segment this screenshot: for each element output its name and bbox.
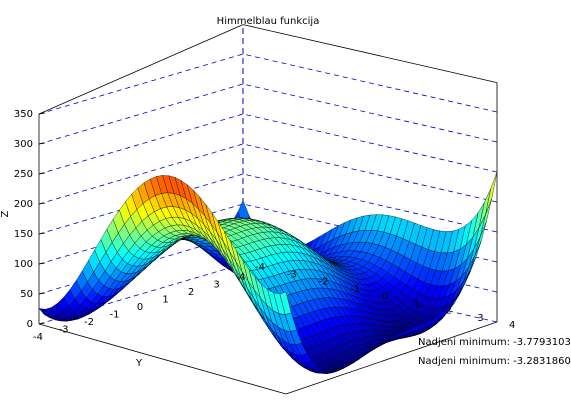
x-tick-label: 4 xyxy=(509,320,515,331)
y-tick-label: -4 xyxy=(33,332,43,343)
surface-patch xyxy=(38,308,51,317)
annotation-minimum-x: Nadjeni minimum: -3.7793103 xyxy=(418,337,571,348)
top-back-edge xyxy=(242,24,498,83)
annotation-minimum-y: Nadjeni minimum: -3.2831860 xyxy=(418,356,571,367)
z-tick xyxy=(38,232,46,235)
z-tick-label: 300 xyxy=(14,139,33,150)
z-tick xyxy=(38,142,46,145)
y-tick-label: 3 xyxy=(213,280,219,291)
z-tick-label: 0 xyxy=(27,319,33,330)
surface-layer xyxy=(38,171,498,374)
y-tick-label: 2 xyxy=(188,287,194,298)
z-tick xyxy=(38,172,46,175)
axis-layer: 0 50 100 150 200 250 300 350 -4 -3 -2 -1 0 1 2 3 4 -4 -3 -2… xyxy=(14,24,515,395)
y-tick-label: -2 xyxy=(84,317,94,328)
z-tick xyxy=(38,112,46,115)
z-gridline xyxy=(38,83,498,145)
z-gridline xyxy=(38,113,498,175)
z-tick-label: 250 xyxy=(14,169,33,180)
z-tick-label: 150 xyxy=(14,229,33,240)
y-tick-label: 4 xyxy=(239,272,245,283)
z-tick xyxy=(38,202,46,205)
top-left-edge xyxy=(38,24,244,115)
x-tick-label: 0 xyxy=(382,291,388,302)
z-axis-label: Z xyxy=(0,210,11,217)
y-tick-label: 1 xyxy=(162,295,168,306)
z-gridline xyxy=(38,143,498,205)
x-tick-label: -2 xyxy=(319,277,329,288)
x-tick-label: -1 xyxy=(350,284,360,295)
x-tick-label: -3 xyxy=(287,269,297,280)
z-tick-label: 50 xyxy=(20,289,33,300)
chart-title: Himmelblau funkcija xyxy=(217,16,320,27)
x-tick-label: 2 xyxy=(446,306,452,317)
z-tick xyxy=(38,322,46,325)
z-tick-label: 200 xyxy=(14,199,33,210)
surface-patch xyxy=(485,171,498,216)
x-base-edge xyxy=(38,323,287,395)
x-tick-label: -4 xyxy=(255,262,265,273)
y-base-edge xyxy=(285,321,498,395)
z-tick-label: 100 xyxy=(14,259,33,270)
z-tick xyxy=(38,292,46,295)
x-tick-label: 3 xyxy=(477,313,483,324)
y-tick-label: -1 xyxy=(110,310,120,321)
y-axis-label: Y xyxy=(135,358,143,369)
y-tick-label: 0 xyxy=(137,302,143,313)
x-tick-label: 1 xyxy=(414,298,420,309)
y-tick-label: -3 xyxy=(59,325,69,336)
z-tick xyxy=(38,262,46,265)
z-tick-label: 350 xyxy=(14,109,33,120)
